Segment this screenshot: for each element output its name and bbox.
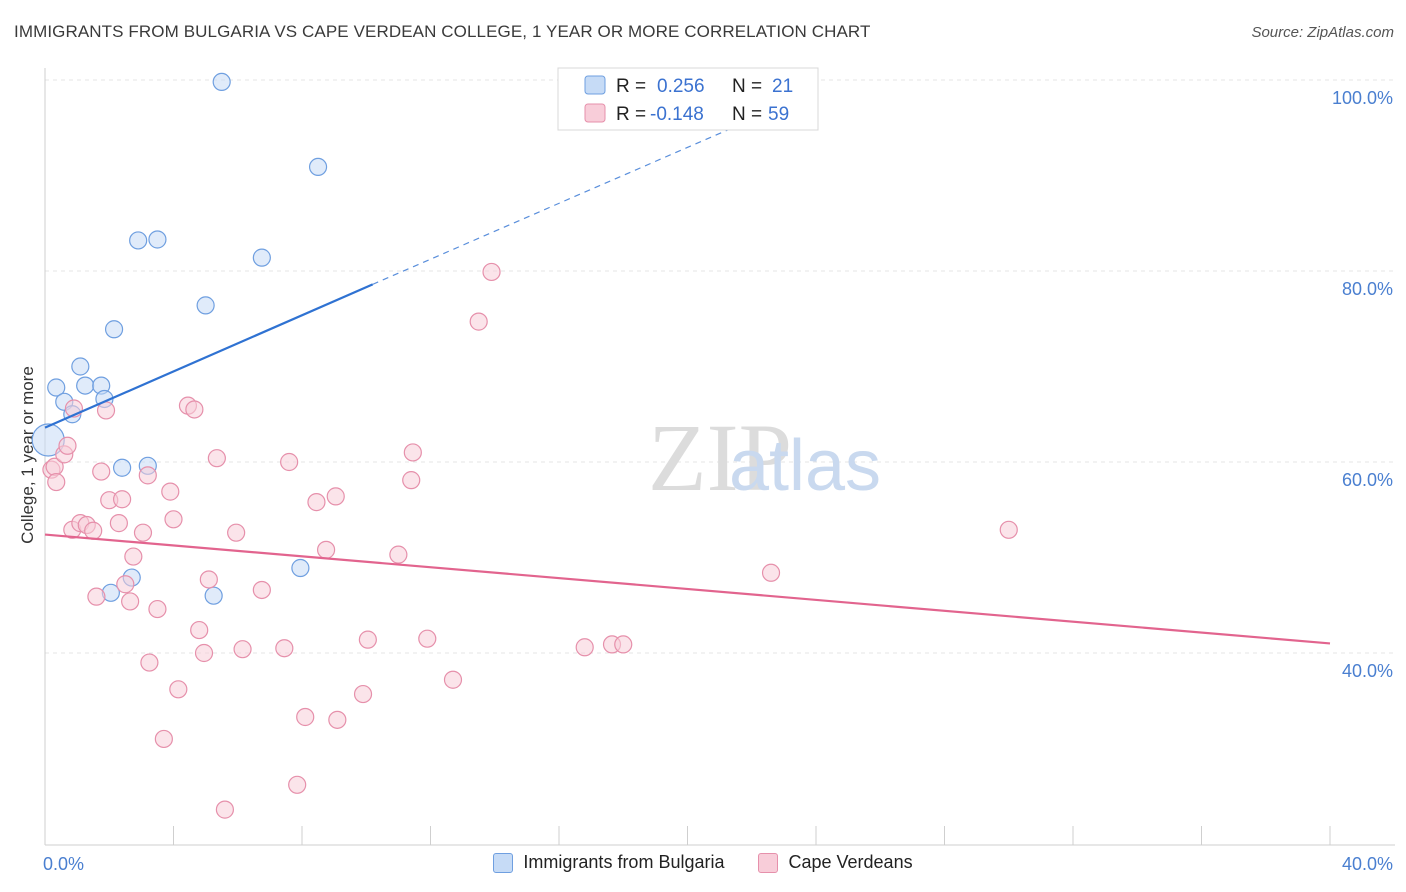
cape-verdean-point-30 [194, 643, 214, 663]
cape-verdean-point-34 [227, 523, 246, 542]
bulgaria-point-4 [71, 357, 90, 376]
cape-verdean-point-25 [164, 510, 183, 529]
cape-verdean-point-31 [199, 570, 218, 589]
legend-r-value-2: -0.148 [650, 104, 704, 125]
legend-label-bulgaria: Immigrants from Bulgaria [523, 852, 725, 872]
bulgaria-trend-line [44, 283, 374, 429]
bulgaria-point-15 [196, 296, 215, 315]
stats-legend: R = 0.256 N = 21 R = -0.148 N = 59 [557, 67, 819, 131]
legend-swatch-cape-verdeans-bottom [758, 852, 779, 873]
cape-verdean-point-52 [469, 312, 488, 331]
cape-verdean-point-45 [353, 684, 373, 704]
cape-verdean-point-28 [185, 400, 204, 419]
cape-verdean-point-16 [116, 575, 135, 594]
legend-swatch-cape-verdeans [584, 103, 606, 123]
cape-verdean-point-47 [389, 545, 408, 564]
axes [44, 68, 1395, 846]
cape-verdean-point-40 [296, 707, 315, 727]
cape-verdean-point-57 [761, 563, 781, 582]
watermark-atlas: atlas [729, 426, 881, 506]
data-points [31, 72, 1018, 819]
cape-verdean-point-17 [121, 592, 140, 611]
x-tick-label-1: 40.0% [1342, 854, 1393, 874]
cape-verdean-point-29 [190, 620, 209, 640]
cape-verdean-point-11 [92, 462, 111, 481]
bulgaria-point-16 [204, 586, 223, 605]
cape-verdean-point-54 [575, 638, 594, 657]
bulgaria-point-9 [112, 458, 132, 477]
cape-verdean-trend-line [44, 533, 1331, 645]
bulgaria-point-14 [148, 230, 167, 249]
cape-verdean-point-46 [358, 630, 377, 649]
cape-verdean-point-39 [288, 775, 307, 794]
cape-verdean-point-4 [58, 436, 77, 455]
cape-verdean-point-15 [112, 490, 132, 509]
legend-item-bulgaria: Immigrants from Bulgaria [493, 852, 724, 873]
legend-r-value-1: 0.256 [657, 76, 705, 97]
cape-verdean-point-19 [133, 523, 153, 542]
cape-verdean-point-22 [148, 599, 167, 619]
bulgaria-point-18 [252, 248, 271, 267]
cape-verdean-point-36 [252, 580, 271, 600]
watermark-zip: ZIP [648, 404, 792, 511]
cape-verdean-point-33 [215, 800, 234, 819]
cape-verdean-point-2 [47, 472, 66, 492]
trend-lines [44, 111, 1331, 645]
gridlines [45, 79, 1395, 654]
cape-verdean-point-51 [443, 670, 463, 689]
cape-verdean-point-10 [87, 587, 106, 606]
legend-swatch-bulgaria [584, 75, 606, 95]
cape-verdean-point-18 [124, 547, 143, 566]
cape-verdean-point-56 [614, 635, 633, 654]
legend-swatch-bulgaria-bottom [493, 852, 514, 873]
cape-verdean-point-42 [316, 540, 336, 559]
source-label: Source: ZipAtlas.com [1251, 24, 1394, 41]
cape-verdean-point-48 [402, 471, 421, 490]
chart-title: IMMIGRANTS FROM BULGARIA VS CAPE VERDEAN… [14, 22, 871, 41]
bulgaria-point-17 [212, 72, 231, 92]
cape-verdean-point-14 [109, 514, 128, 533]
legend-n-value-1: 21 [772, 76, 793, 97]
bulgaria-point-19 [291, 558, 310, 578]
legend-r-label-1: R = [616, 76, 646, 97]
cape-verdean-point-32 [207, 449, 226, 468]
tick-labels: 100.0% 80.0% 60.0% 40.0% 0.0% 40.0% [43, 88, 1393, 874]
y-tick-label-2: 60.0% [1342, 470, 1393, 490]
cape-verdean-point-37 [275, 639, 294, 658]
cape-verdean-point-20 [138, 466, 157, 485]
bulgaria-point-12 [129, 231, 148, 250]
cape-verdean-point-44 [328, 710, 347, 729]
legend-n-label-1: N = [732, 76, 762, 97]
cape-verdean-point-23 [154, 729, 173, 749]
cape-verdean-point-9 [84, 521, 103, 540]
y-tick-label-0: 100.0% [1332, 88, 1393, 108]
cape-verdean-point-50 [418, 629, 437, 648]
bulgaria-trend-extension [372, 111, 769, 285]
cape-verdean-point-58 [999, 520, 1018, 539]
cape-verdean-point-38 [280, 452, 299, 472]
cape-verdean-point-21 [140, 653, 159, 672]
legend-item-cape-verdeans: Cape Verdeans [758, 852, 913, 873]
legend-label-cape-verdeans: Cape Verdeans [788, 852, 913, 872]
legend-r-label-2: R = [616, 104, 646, 125]
x-tick-label-0: 0.0% [43, 854, 84, 874]
cape-verdean-point-26 [169, 680, 188, 699]
legend-n-value-2: 59 [768, 104, 789, 125]
cape-verdean-point-41 [307, 493, 326, 512]
y-tick-label-3: 40.0% [1342, 661, 1393, 681]
legend-n-label-2: N = [732, 104, 762, 125]
series-legend: Immigrants from Bulgaria Cape Verdeans [0, 852, 1406, 873]
cape-verdean-point-43 [326, 487, 345, 506]
y-tick-label-1: 80.0% [1342, 279, 1393, 299]
bulgaria-point-1 [47, 378, 66, 397]
bulgaria-point-8 [104, 320, 124, 339]
cape-verdean-point-49 [403, 443, 422, 462]
cape-verdean-point-53 [482, 262, 501, 282]
cape-verdean-point-35 [233, 640, 252, 659]
cape-verdean-point-24 [161, 482, 180, 501]
bulgaria-point-20 [308, 157, 328, 177]
bulgaria-point-5 [76, 376, 95, 395]
